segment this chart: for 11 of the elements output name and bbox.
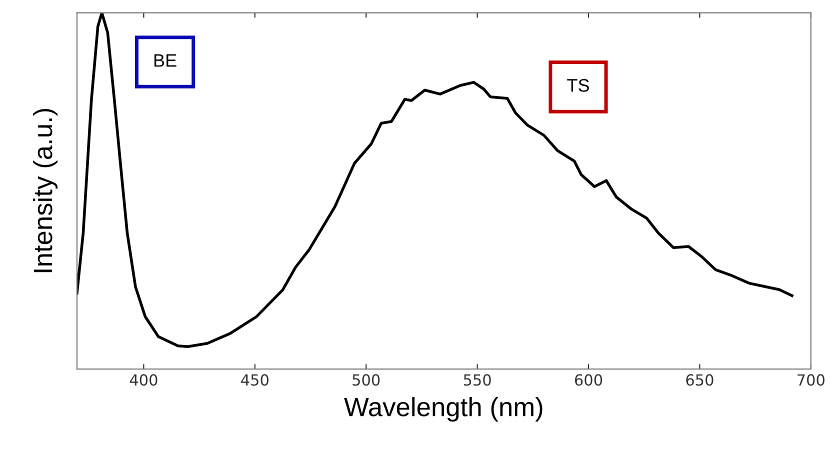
annotation: TS	[567, 79, 589, 92]
x-tick-label: 600	[574, 374, 602, 386]
annotation: BE	[154, 54, 176, 67]
x-tick-label: 400	[130, 374, 158, 386]
x-tick-label: 700	[798, 374, 824, 386]
x-tick-label: 650	[686, 374, 714, 386]
x-axis-title: Wavelength (nm)	[344, 397, 542, 422]
y-axis-title: Intensity (a.u.)	[32, 108, 58, 272]
x-tick-label: 500	[352, 374, 380, 386]
x-tick-label: 550	[464, 374, 491, 386]
x-tick-label: 450	[241, 374, 268, 386]
